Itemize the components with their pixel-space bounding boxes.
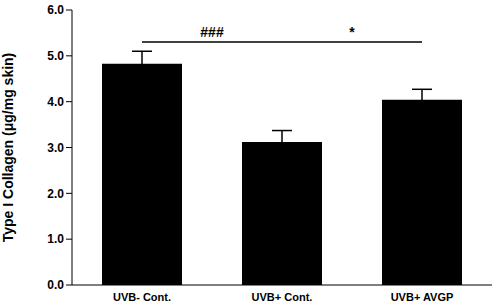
svg-text:UVB- Cont.: UVB- Cont. <box>113 291 171 303</box>
svg-text:Type I Collagen (μg/mg skin): Type I Collagen (μg/mg skin) <box>8 53 16 243</box>
svg-text:1.0: 1.0 <box>47 232 64 246</box>
svg-text:*: * <box>349 24 355 40</box>
svg-text:###: ### <box>200 24 224 40</box>
svg-text:2.0: 2.0 <box>47 187 64 201</box>
svg-text:0.0: 0.0 <box>47 278 64 292</box>
svg-text:5.0: 5.0 <box>47 49 64 63</box>
svg-text:UVB+ Cont.: UVB+ Cont. <box>252 291 313 303</box>
svg-text:3.0: 3.0 <box>47 141 64 155</box>
svg-text:4.0: 4.0 <box>47 95 64 109</box>
svg-text:UVB+ AVGP: UVB+ AVGP <box>391 291 454 303</box>
svg-text:6.0: 6.0 <box>47 3 64 17</box>
